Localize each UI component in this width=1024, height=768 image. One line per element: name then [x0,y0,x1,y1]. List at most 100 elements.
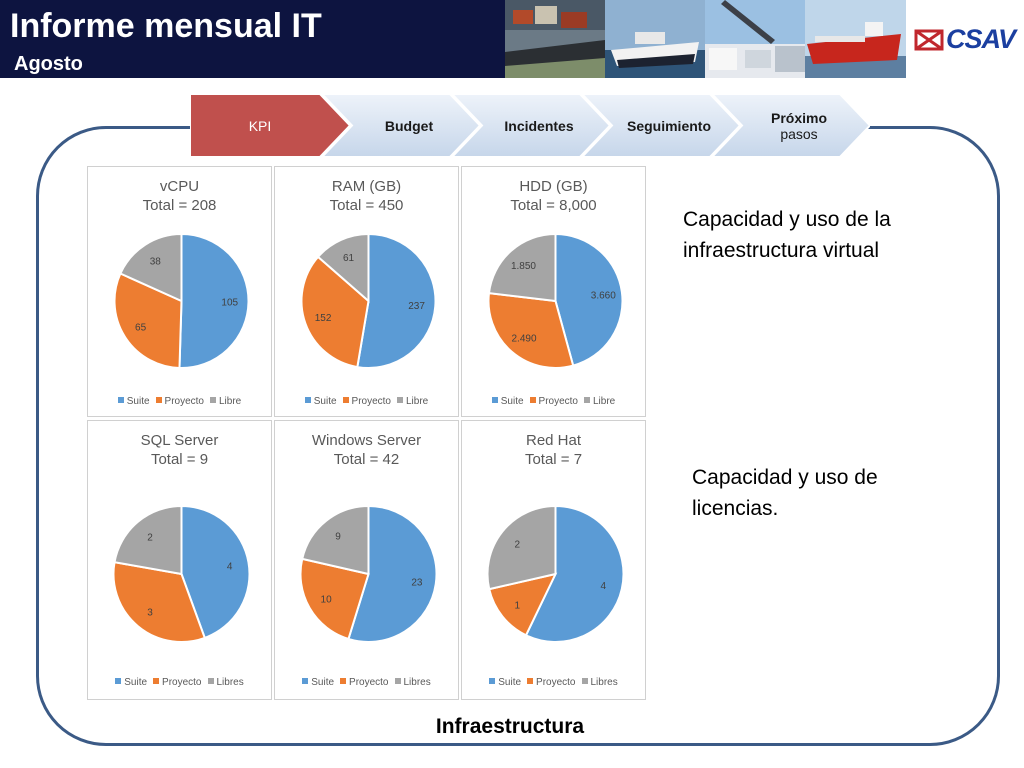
step-budget[interactable]: Budget [328,94,478,157]
pie-slice-proyecto [113,272,183,369]
chart-total-text: Total = 7 [524,451,583,468]
chart-panel-hdd: HDD (GB) Total = 8,000 3.660 2.490 1.850 Suit… [461,166,646,417]
data-label-suite: 3.660 [591,291,616,302]
chart-total-text: Total = 208 [142,197,217,214]
chart-legend: Suite Proyecto Libre [88,396,271,407]
chart-total-text: Total = 8,000 [510,197,597,214]
chevron-step-2 [320,94,482,157]
data-label-libres: 2 [514,539,520,550]
step-label-proximo-sub: pasos [780,125,818,142]
chart-panel-vcpu: vCPU Total = 208 105 65 38 Suite Proyecto Libre [87,166,272,417]
chart-legend: Suite Proyecto Libres [275,677,458,688]
legend-item-libres: Libres [394,677,431,688]
pie-slice-proyecto [487,292,575,369]
data-label-suite: 237 [408,301,425,312]
legend-item-suite: Suite [489,677,521,688]
data-label-proyecto: 65 [135,323,147,334]
step-label-budget: Budget [384,117,434,134]
chart-total-text: Total = 450 [329,197,404,214]
legend-swatch [529,397,536,404]
legend-swatch [210,397,216,404]
legend-swatch [207,678,214,685]
pie-chart-sql-server: 4 3 2 [112,504,251,643]
data-label-libres: 9 [335,532,341,543]
chart-title-text: Windows Server [311,432,422,449]
legend-swatch [153,678,160,685]
legend-item-suite: Suite [302,677,334,688]
pie-slice-libres [301,504,370,576]
ship-photo-2 [605,0,705,78]
csav-logo: CSAV [912,24,1020,56]
ship-photo-3 [705,0,805,78]
legend-swatch [302,678,309,685]
legend-swatch [489,678,496,685]
legend-item-suite: Suite [304,396,337,407]
legend-swatch [584,397,590,404]
legend-item-libre: Libre [584,396,615,407]
pie-chart-ram-gb: 237 152 61 [300,232,437,369]
data-label-libre: 61 [343,253,355,264]
data-label-suite: 23 [411,577,423,588]
chart-title-text: SQL Server [140,432,219,449]
data-label-proyecto: 1 [514,601,520,612]
legend-label: Suite [498,677,522,688]
legend-swatch [115,678,122,685]
chart-title: vCPU Total = 208 [88,177,271,215]
data-label-libres: 2 [147,532,153,543]
data-label-proyecto: 2.490 [512,334,537,345]
frame-caption: Infraestructura [410,712,610,742]
legend-label: Suite [500,396,524,407]
chevron-step-1 [190,94,352,157]
step-seguimiento[interactable]: Seguimiento [588,94,738,157]
pie-chart-vcpu: 105 65 38 [113,232,250,369]
chart-total-text: Total = 42 [333,451,400,468]
ship-photo-4 [805,0,906,78]
chart-panel-red-hat: Red Hat Total = 7 4 1 2 Suite Proyecto Libres [461,420,646,700]
process-steps: KPI Budget Incidentes Seguimiento Próxim… [190,94,870,157]
chart-title: RAM (GB) Total = 450 [275,177,458,215]
chart-legend: Suite Proyecto Libres [88,677,271,688]
legend-item-proyecto: Proyecto [527,677,576,688]
step-label-incidentes: Incidentes [504,117,574,134]
legend-label: Proyecto [536,677,576,688]
step-kpi[interactable]: KPI [190,94,340,157]
chart-legend: Suite Proyecto Libres [462,677,645,688]
legend-item-libres: Libres [581,677,618,688]
legend-item-libre: Libre [397,396,428,407]
chart-title-text: vCPU [159,178,200,195]
pie-slice-suite [524,504,625,643]
chart-panel-sql-server: SQL Server Total = 9 4 3 2 Suite Proyecto Libre… [87,420,272,700]
pie-slice-proyecto [112,561,207,643]
legend-swatch [394,678,401,685]
legend-label: Libres [216,677,244,688]
legend-label: Proyecto [162,677,202,688]
pie-chart-red-hat: 4 1 2 [486,504,625,643]
legend-label: Suite [311,677,335,688]
title-block: Informe mensual IT Agosto [0,0,505,78]
data-label-libre: 1.850 [511,261,536,272]
chart-title-text: HDD (GB) [519,178,588,195]
chart-legend: Suite Proyecto Libre [275,396,458,407]
legend-label: Libre [219,396,242,407]
pie-slice-libre [487,232,557,303]
pie-slice-suite [178,232,250,369]
pie-slice-suite [356,232,437,369]
legend-label: Suite [313,396,337,407]
step-incidentes[interactable]: Incidentes [458,94,608,157]
chevron-step-4 [580,94,742,157]
legend-item-proyecto: Proyecto [155,396,204,407]
data-label-suite: 4 [600,581,606,592]
legend-swatch [581,678,588,685]
data-label-suite: 4 [227,561,233,572]
chart-title-text: Red Hat [525,432,582,449]
header-photo-strip [505,0,906,78]
chevron-step-5 [710,94,870,157]
legend-label: Proyecto [351,396,391,407]
chart-total-text: Total = 9 [150,451,209,468]
pie-slice-proyecto [300,255,370,369]
legend-label: Libre [593,396,616,407]
legend-item-suite: Suite [491,396,524,407]
legend-swatch [491,397,498,404]
step-proximo-pasos[interactable]: Próximo pasos [718,94,868,157]
pie-slice-libre [316,232,370,304]
